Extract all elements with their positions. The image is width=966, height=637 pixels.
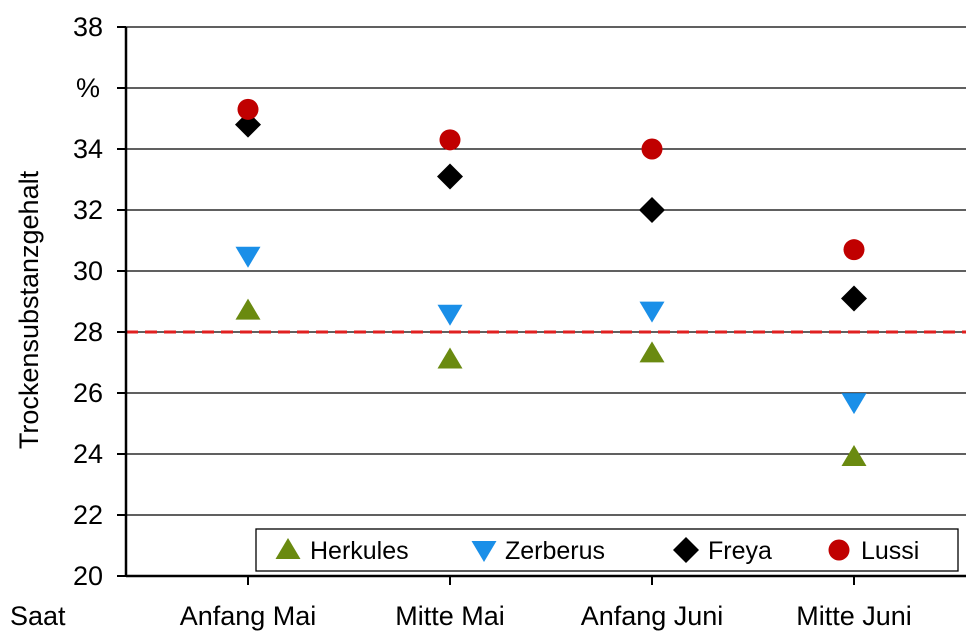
data-point-zerberus: [841, 393, 867, 415]
y-tick-label: 22: [73, 500, 103, 530]
data-point-herkules: [235, 298, 261, 320]
x-tick-label: Mitte Mai: [395, 601, 505, 631]
x-tick-labels: Anfang Mai Mitte Mai Anfang Juni Mitte Juni: [180, 601, 912, 631]
data-point-freya: [235, 111, 261, 138]
data-point-lussi: [237, 98, 259, 120]
y-tick-labels: 20 22 24 26 28 30 32 34 38: [73, 12, 103, 591]
y-axis-label: Trockensubstanzgehalt: [14, 170, 44, 449]
legend-label: Herkules: [310, 537, 409, 565]
data-point-lussi: [439, 129, 461, 151]
data-point-zerberus: [437, 304, 463, 326]
x-axis-label: Saat: [10, 601, 66, 631]
y-tick-label: 34: [73, 134, 103, 164]
data-point-zerberus: [235, 246, 261, 268]
data-point-lussi: [843, 239, 865, 261]
y-tick-label: 30: [73, 256, 103, 286]
legend-marker-freya: [673, 537, 699, 563]
legend-marker-herkules: [275, 538, 301, 559]
y-tick-label: 26: [73, 378, 103, 408]
data-point-herkules: [437, 347, 463, 369]
x-tick-label: Mitte Juni: [796, 601, 912, 631]
y-tick-label: 32: [73, 195, 103, 225]
legend-marker-zerberus: [471, 541, 497, 562]
legend-label: Lussi: [861, 537, 919, 565]
data-point-freya: [639, 197, 665, 223]
legend-label: Zerberus: [505, 537, 605, 565]
data-point-herkules: [639, 341, 665, 363]
data-points: [235, 98, 867, 467]
y-tick-label: 28: [73, 317, 103, 347]
data-point-herkules: [841, 445, 867, 467]
legend-label: Freya: [708, 537, 772, 565]
data-point-lussi: [641, 138, 663, 160]
data-point-freya: [437, 163, 463, 190]
y-tick-label: 38: [73, 12, 103, 42]
x-tick-label: Anfang Juni: [581, 601, 724, 631]
axes: [117, 26, 966, 585]
legend: Herkules Zerberus Freya Lussi: [255, 528, 959, 572]
y-tick-label: 24: [73, 439, 103, 469]
y-unit-label: %: [76, 73, 100, 103]
data-point-zerberus: [639, 301, 665, 323]
data-point-freya: [841, 285, 867, 312]
x-tick-label: Anfang Mai: [180, 601, 317, 631]
y-tick-label: 20: [73, 561, 103, 591]
legend-marker-lussi: [828, 539, 850, 561]
